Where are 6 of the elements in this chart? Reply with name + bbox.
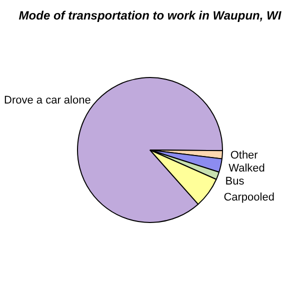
slice-label: Bus: [225, 175, 245, 188]
slice-label: Other: [230, 149, 258, 162]
chart-title: Mode of transportation to work in Waupun, WI: [18, 8, 282, 22]
slice-label: Drove a car alone: [4, 94, 91, 107]
slice-label: Walked: [228, 162, 265, 174]
slice-label: Carpooled: [224, 192, 274, 204]
